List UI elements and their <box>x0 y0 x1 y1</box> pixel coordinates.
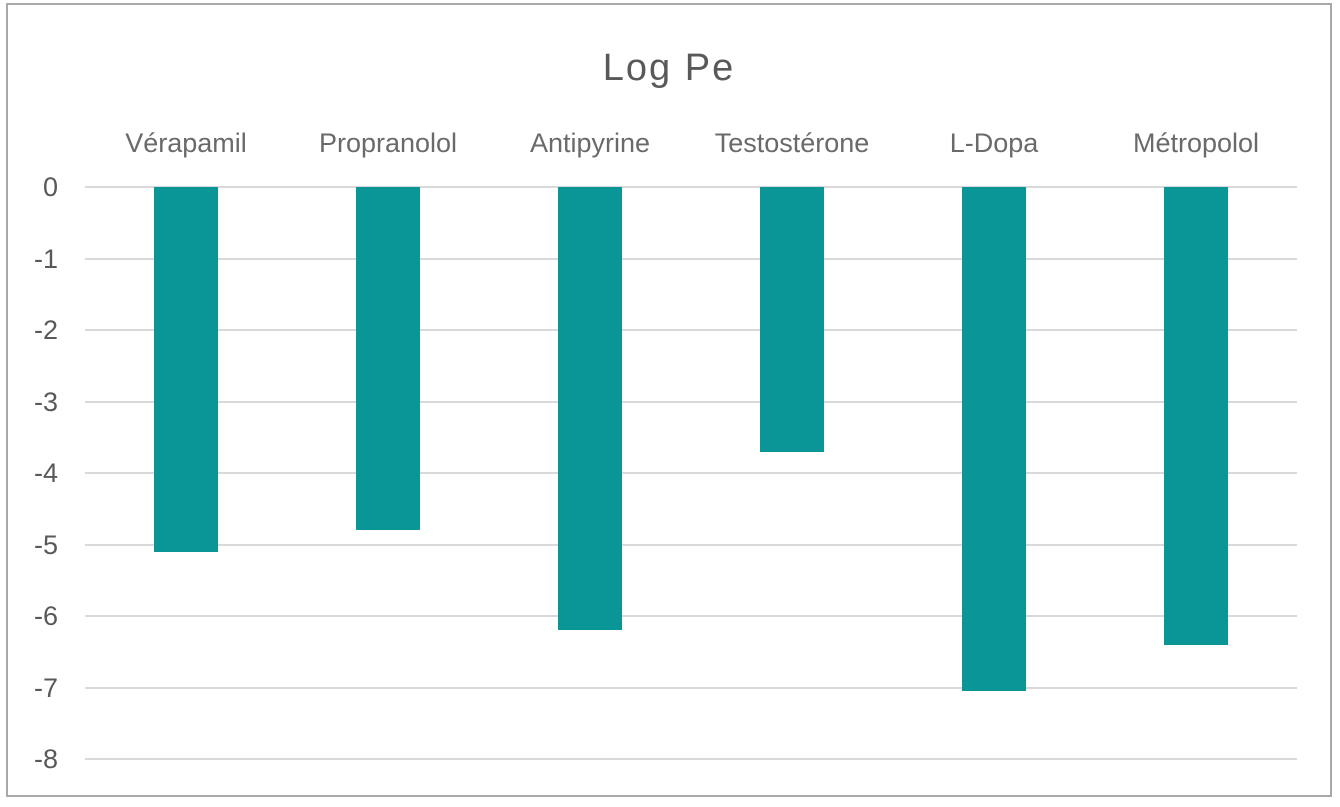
gridline <box>85 543 1297 546</box>
gridline <box>85 758 1297 760</box>
bar-propranolol <box>356 187 420 531</box>
y-tick-label: -3 <box>33 386 58 417</box>
gridline <box>85 615 1297 617</box>
gridline <box>85 400 1297 403</box>
chart-title: Log Pe <box>602 47 736 89</box>
y-tick-label: -5 <box>33 529 58 560</box>
gridline <box>85 329 1297 331</box>
y-tick-label: -8 <box>33 744 58 774</box>
category-label-testosterone: Testostérone <box>714 128 870 158</box>
category-label-l-dopa: L-Dopa <box>949 128 1039 158</box>
y-tick-label: -1 <box>33 243 58 274</box>
bar-l-dopa <box>962 187 1026 692</box>
gridline <box>85 472 1297 474</box>
gridline <box>85 686 1297 689</box>
bar-antipyrine <box>558 187 622 631</box>
category-label-antipyrine: Antipyrine <box>529 128 651 158</box>
gridline <box>85 186 1297 188</box>
gridline <box>85 257 1297 260</box>
y-tick-label: -4 <box>33 458 58 488</box>
y-tick-label: -2 <box>33 315 58 345</box>
y-tick-label: 0 <box>42 172 58 202</box>
category-label-propranolol: Propranolol <box>318 128 458 158</box>
category-label-verapamil: Vérapamil <box>125 128 247 158</box>
bar-metropolol <box>1164 187 1228 645</box>
category-label-metropolol: Métropolol <box>1132 128 1260 158</box>
y-tick-label: -7 <box>33 672 58 703</box>
bar-testosterone <box>760 187 824 452</box>
y-tick-label: -6 <box>33 601 58 631</box>
chart-frame: Log Pe 0 -1 -2 -3 -4 -5 -6 -7 -8 Vérapamil Propran… <box>6 3 1332 797</box>
bar-verapamil <box>154 187 218 552</box>
